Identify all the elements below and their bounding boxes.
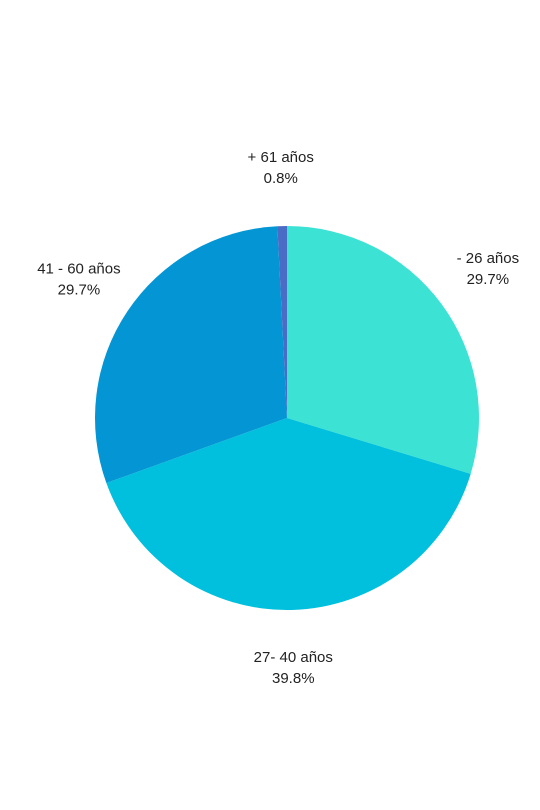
pie-slice <box>277 226 287 418</box>
slice-value-label: 29.7% <box>467 271 510 288</box>
slice-label: 27- 40 años <box>254 649 333 666</box>
pie-slice <box>287 226 480 474</box>
slice-value-label: 39.8% <box>272 670 315 687</box>
pie-slice <box>106 418 471 611</box>
slice-label: 41 - 60 años <box>37 260 120 277</box>
slice-value-label: 0.8% <box>264 170 298 187</box>
slice-label: + 61 años <box>248 149 314 166</box>
pie-slice <box>94 226 287 484</box>
slice-value-label: 29.7% <box>58 281 101 298</box>
slice-label: - 26 años <box>457 250 520 267</box>
